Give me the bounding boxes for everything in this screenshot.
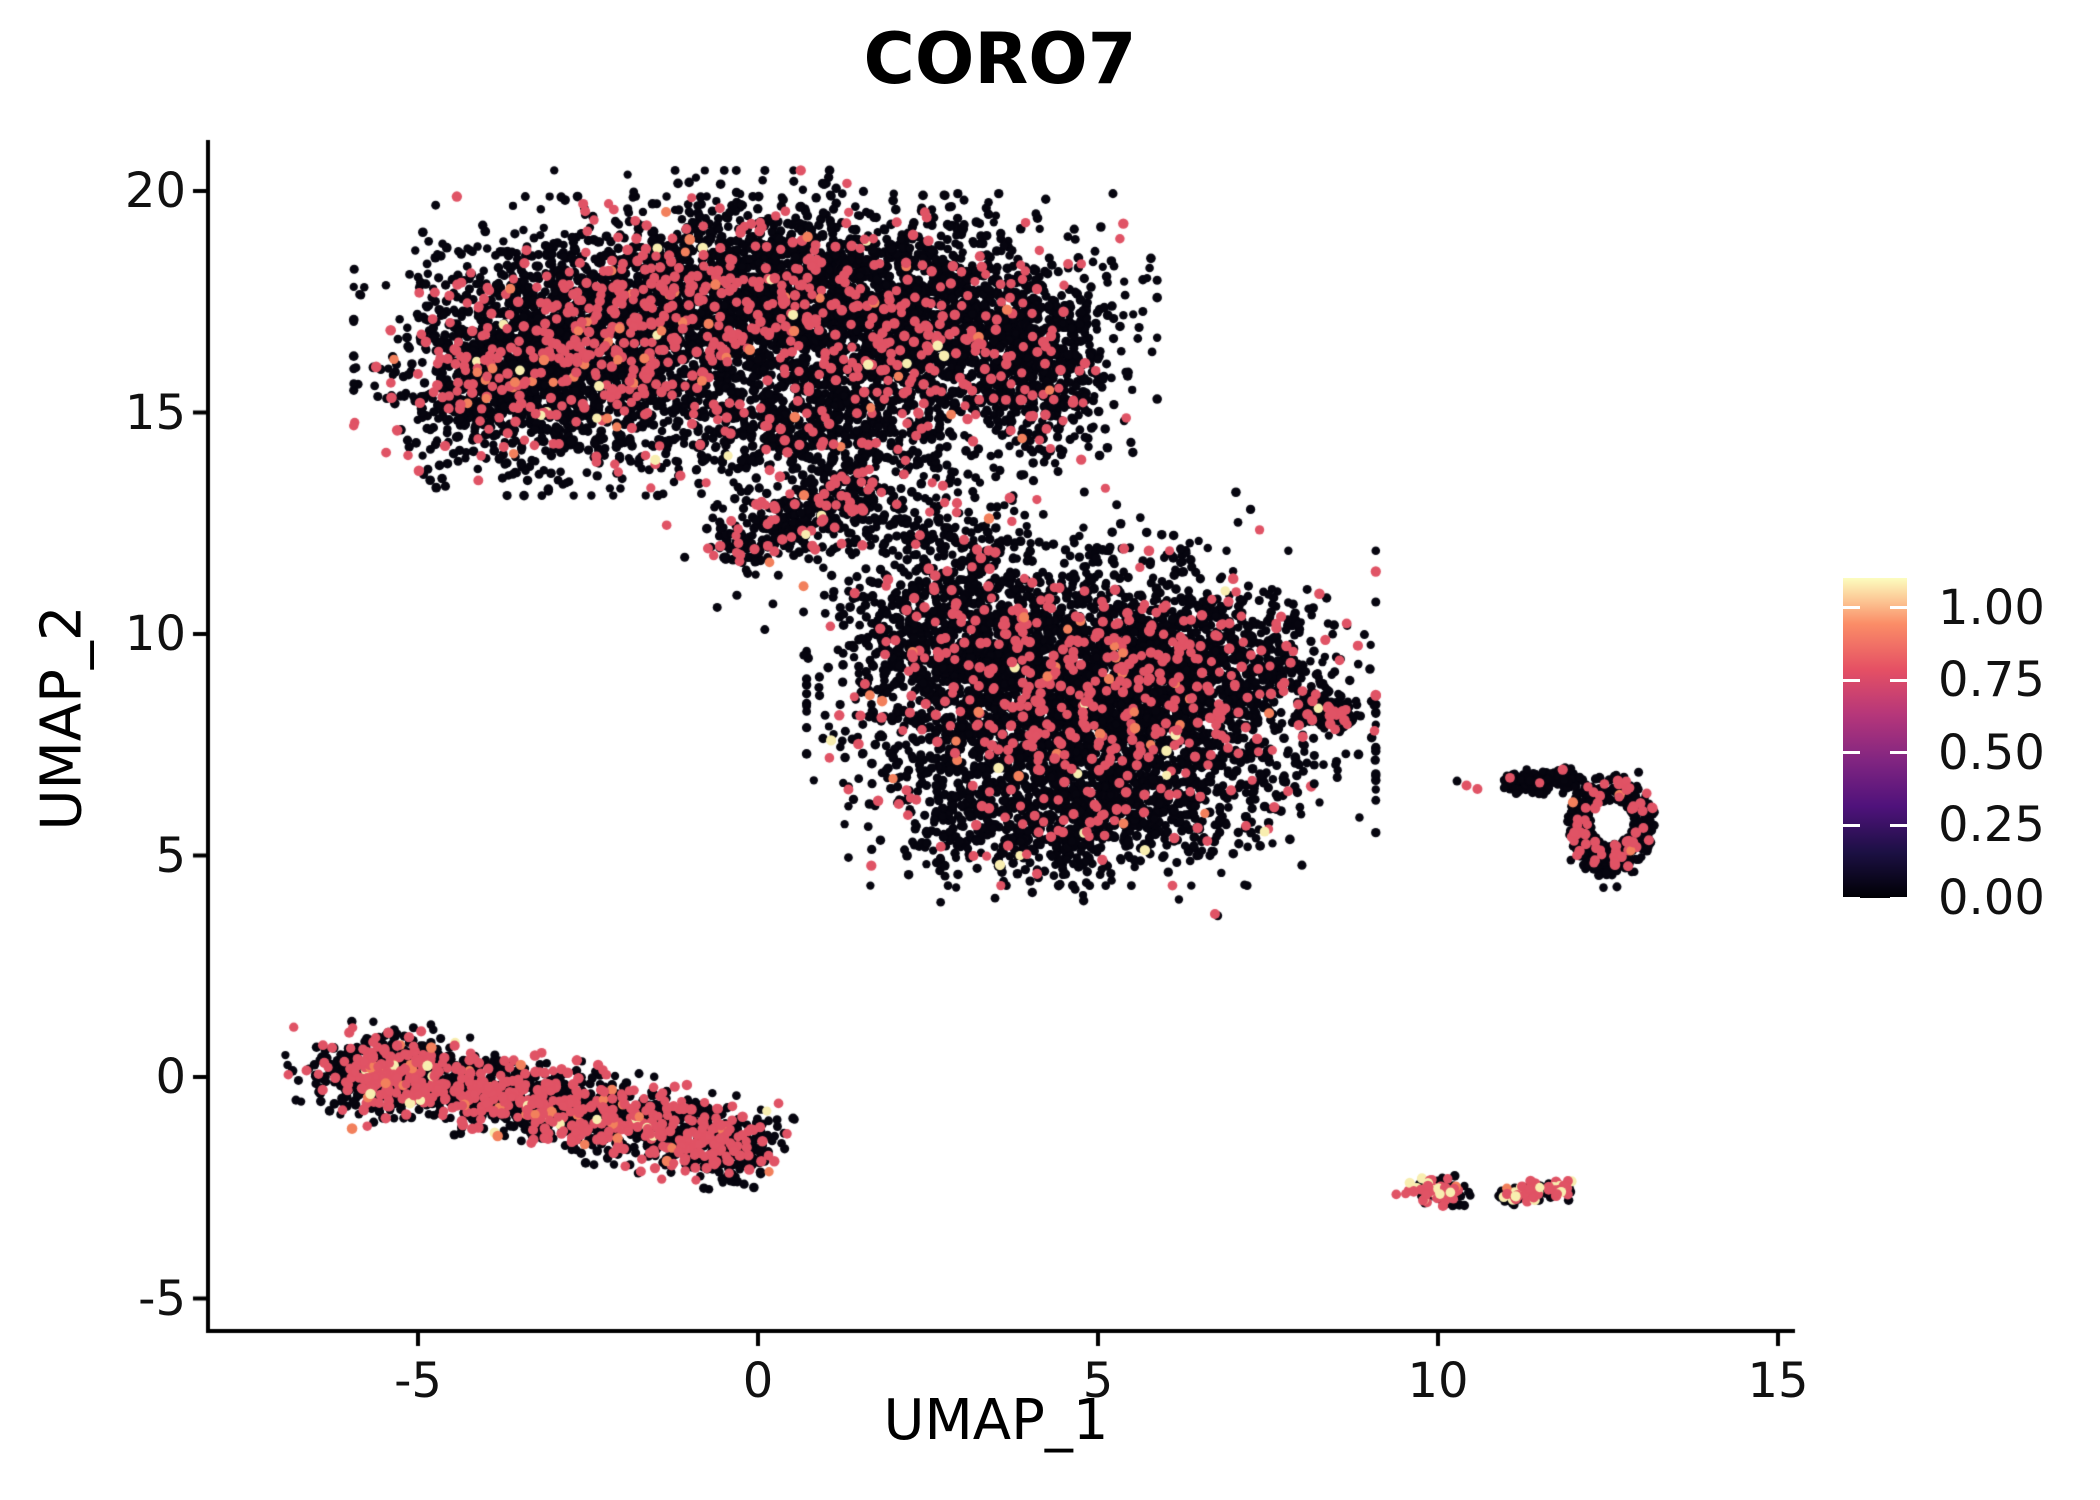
colorbar-tick-0.00-left <box>1843 896 1860 900</box>
colorbar-label-0.75: 0.75 <box>1938 652 2045 709</box>
colorbar-tick-0.25-right <box>1890 823 1907 827</box>
x-tick-label-15: 15 <box>1747 1353 1809 1409</box>
colorbar-label-0.00: 0.00 <box>1938 870 2045 926</box>
colorbar-tick-1.00-right <box>1890 606 1907 610</box>
plot-title: CORO7 <box>863 18 1137 100</box>
x-tick-label-5: 5 <box>1082 1353 1114 1409</box>
x-axis-title: UMAP_1 <box>883 1388 1109 1453</box>
x-tick-label--5: -5 <box>394 1353 442 1409</box>
colorbar-label-0.25: 0.25 <box>1938 797 2045 854</box>
colorbar-tick-1.00-left <box>1843 606 1860 610</box>
y-tick-label-20: 20 <box>124 163 186 219</box>
colorbar-tick-0.25-left <box>1843 823 1860 827</box>
colorbar-gradient <box>1843 578 1907 898</box>
colorbar-tick-0.75-left <box>1843 678 1860 682</box>
x-tick-label-0: 0 <box>742 1353 774 1409</box>
x-tick-label-10: 10 <box>1407 1353 1469 1409</box>
y-tick-label-5: 5 <box>155 827 186 884</box>
colorbar-tick-0.75-right <box>1890 678 1907 682</box>
colorbar-tick-0.00-right <box>1890 896 1907 900</box>
colorbar-label-0.50: 0.50 <box>1938 724 2045 781</box>
colorbar-label-1.00: 1.00 <box>1938 579 2045 636</box>
y-tick-label-15: 15 <box>124 384 186 441</box>
y-tick-label--5: -5 <box>138 1270 186 1327</box>
y-tick-label-10: 10 <box>124 606 186 662</box>
colorbar-tick-0.50-left <box>1843 751 1860 755</box>
y-tick-label-0: 0 <box>155 1049 186 1105</box>
colorbar-tick-0.50-right <box>1890 751 1907 755</box>
